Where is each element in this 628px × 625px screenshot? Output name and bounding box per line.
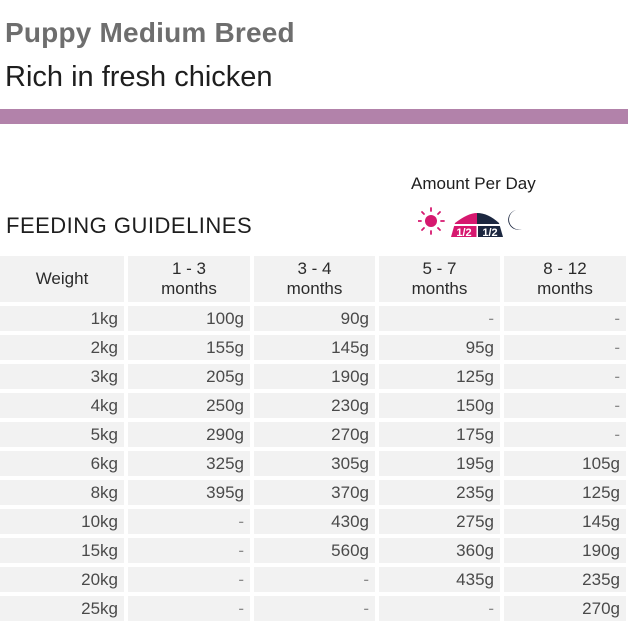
amount-cell: 90g [254, 306, 375, 331]
weight-cell: 5kg [0, 422, 124, 447]
amount-cell: 305g [254, 451, 375, 476]
amount-cell: 125g [504, 480, 626, 505]
weight-cell: 1kg [0, 306, 124, 331]
table-row: 15kg -560g 360g 190g [0, 538, 626, 563]
amount-cell: - [379, 306, 500, 331]
amount-cell: 435g [379, 567, 500, 592]
svg-text:1/2: 1/2 [456, 227, 471, 239]
amount-cell: 125g [379, 364, 500, 389]
amount-cell: 560g [254, 538, 375, 563]
feeding-schedule-icons: 1/2 1/2 [418, 207, 522, 239]
table-row: 8kg 395g 370g 235g 125g [0, 480, 626, 505]
amount-cell: 270g [504, 596, 626, 621]
amount-cell: - [504, 306, 626, 331]
amount-cell: 235g [379, 480, 500, 505]
amount-cell: 290g [128, 422, 250, 447]
table-row: 6kg 325g 305g 195g 105g [0, 451, 626, 476]
amount-cell: 235g [504, 567, 626, 592]
weight-cell: 25kg [0, 596, 124, 621]
amount-cell: 190g [254, 364, 375, 389]
amount-cell: - [504, 422, 626, 447]
weight-cell: 20kg [0, 567, 124, 592]
weight-cell: 6kg [0, 451, 124, 476]
amount-cell: 100g [128, 306, 250, 331]
weight-cell: 15kg [0, 538, 124, 563]
header-8-12-months: 8 - 12 months [504, 256, 626, 302]
amount-cell: 205g [128, 364, 250, 389]
amount-cell: - [128, 596, 250, 621]
section-title: FEEDING GUIDELINES [6, 213, 253, 238]
food-bowl-icon: 1/2 1/2 [451, 213, 503, 239]
amount-cell: 250g [128, 393, 250, 418]
amount-cell: 270g [254, 422, 375, 447]
amount-cell: 325g [128, 451, 250, 476]
amount-cell: 145g [504, 509, 626, 534]
product-subtitle: Rich in fresh chicken [5, 61, 273, 93]
amount-cell: 195g [379, 451, 500, 476]
table-row: 3kg 205g 190g 125g - [0, 364, 626, 389]
amount-cell: 95g [379, 335, 500, 360]
table-row: 1kg 100g 90g - - [0, 306, 626, 331]
amount-cell: - [504, 335, 626, 360]
svg-text:1/2: 1/2 [482, 227, 497, 239]
amount-cell: - [504, 364, 626, 389]
table-row: 4kg 250g 230g 150g - [0, 393, 626, 418]
table-row: 5kg 290g 270g 175g - [0, 422, 626, 447]
weight-cell: 4kg [0, 393, 124, 418]
table-row: 25kg - - -270g [0, 596, 626, 621]
amount-cell: 275g [379, 509, 500, 534]
amount-per-day-label: Amount Per Day [411, 174, 536, 193]
table-row: 2kg 155g 145g 95g - [0, 335, 626, 360]
amount-cell: - [128, 509, 250, 534]
amount-cell: 145g [254, 335, 375, 360]
amount-cell: 175g [379, 422, 500, 447]
amount-cell: 230g [254, 393, 375, 418]
header-5-7-months: 5 - 7 months [379, 256, 500, 302]
amount-cell: - [504, 393, 626, 418]
feeding-guidelines-table: Weight 1 - 3 months 3 - 4 months 5 - 7 mont… [0, 252, 628, 625]
product-title: Puppy Medium Breed [5, 17, 295, 48]
amount-cell: 105g [504, 451, 626, 476]
header-weight: Weight [0, 256, 124, 302]
weight-cell: 3kg [0, 364, 124, 389]
amount-cell: 155g [128, 335, 250, 360]
amount-cell: 370g [254, 480, 375, 505]
amount-cell: - [379, 596, 500, 621]
amount-cell: 430g [254, 509, 375, 534]
amount-cell: - [254, 596, 375, 621]
weight-cell: 8kg [0, 480, 124, 505]
table-row: 10kg -430g 275g 145g [0, 509, 626, 534]
table-header-row: Weight 1 - 3 months 3 - 4 months 5 - 7 mont… [0, 256, 626, 302]
amount-cell: 150g [379, 393, 500, 418]
moon-icon [508, 210, 522, 230]
header-3-4-months: 3 - 4 months [254, 256, 375, 302]
amount-cell: 395g [128, 480, 250, 505]
header-1-3-months: 1 - 3 months [128, 256, 250, 302]
sun-icon [418, 207, 445, 235]
amount-cell: 190g [504, 538, 626, 563]
accent-band [0, 109, 628, 124]
amount-cell: - [128, 567, 250, 592]
weight-cell: 2kg [0, 335, 124, 360]
weight-cell: 10kg [0, 509, 124, 534]
amount-cell: 360g [379, 538, 500, 563]
amount-cell: - [128, 538, 250, 563]
table-row: 20kg - -435g 235g [0, 567, 626, 592]
amount-cell: - [254, 567, 375, 592]
